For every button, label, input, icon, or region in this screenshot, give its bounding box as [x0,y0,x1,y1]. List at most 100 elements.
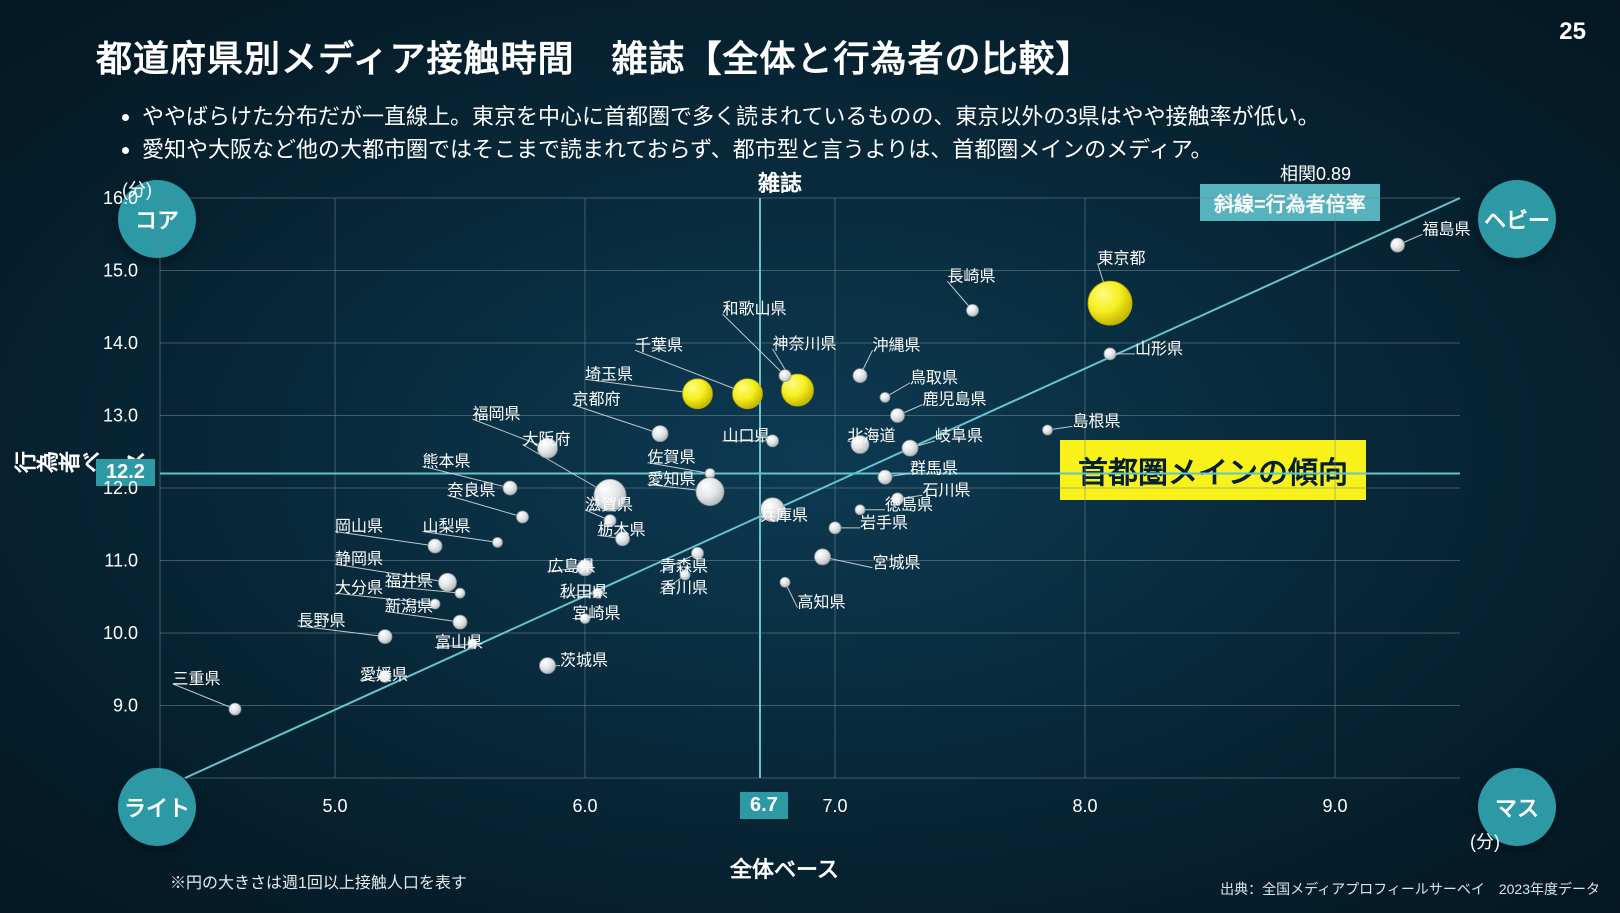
data-point [652,426,668,442]
svg-text:14.0: 14.0 [103,333,138,353]
data-label: 富山県 [435,634,483,652]
data-label: 兵庫県 [760,507,808,525]
data-label: 福岡県 [473,405,521,423]
data-label: 大阪府 [523,431,571,449]
svg-text:6.0: 6.0 [572,796,597,816]
correlation-label: 相関0.89 [1280,160,1351,186]
data-label: 長野県 [298,612,346,630]
data-point [733,379,763,409]
data-point [696,478,724,506]
x-axis-unit: (分) [1470,828,1500,854]
data-point [453,615,467,629]
data-label: 滋賀県 [585,496,633,514]
data-point [853,369,867,383]
data-point [540,658,556,674]
data-point [779,370,791,382]
data-label: 徳島県 [885,496,933,514]
data-label: 埼玉県 [585,365,633,383]
data-label: 奈良県 [448,481,496,499]
data-label: 和歌山県 [723,300,787,318]
data-point [683,379,713,409]
data-label: 茨城県 [560,652,608,670]
data-label: 山梨県 [423,518,471,536]
data-point [493,537,503,547]
data-label: 佐賀県 [648,449,696,467]
scatter-chart: 東京都福島県長崎県山形県島根県沖縄県鳥取県鹿児島県岐阜県北海道群馬県石川県徳島県… [140,188,1460,808]
data-label: 宮崎県 [573,605,621,623]
svg-text:8.0: 8.0 [1072,796,1097,816]
data-label: 鹿児島県 [923,391,987,409]
svg-text:12.0: 12.0 [103,478,138,498]
data-label: 岡山県 [335,518,383,536]
data-label: 青森県 [660,557,708,575]
data-label: 千葉県 [635,336,683,354]
data-label: 宮城県 [873,554,921,572]
data-label: 香川県 [660,579,708,597]
data-label: 山形県 [1135,340,1183,358]
data-label: 広島県 [548,557,596,575]
bullet-item: ややばらけた分布だが一直線上。東京を中心に首都圏で多く読まれているものの、東京以… [142,100,1320,133]
data-label: 秋田県 [560,583,608,601]
data-label: 福島県 [1423,220,1471,238]
data-point [705,469,715,479]
data-label: 愛媛県 [360,666,408,684]
data-point [1088,281,1132,325]
bullet-list: ややばらけた分布だが一直線上。東京を中心に首都圏で多く読まれているものの、東京以… [118,100,1320,166]
data-label: 熊本県 [423,452,471,470]
x-axis-label: 全体ベース [730,852,839,884]
data-label: 東京都 [1098,249,1146,267]
svg-text:13.0: 13.0 [103,406,138,426]
data-point [1391,238,1405,252]
svg-text:9.0: 9.0 [113,696,138,716]
data-point [428,539,442,553]
data-label: 静岡県 [335,550,383,568]
data-label: 福井県 [385,572,433,590]
data-point [439,573,457,591]
data-label: 高知県 [798,594,846,612]
data-point [517,511,529,523]
data-point [780,577,790,587]
data-point [1104,348,1116,360]
data-label: 岩手県 [860,514,908,532]
data-label: 長崎県 [948,267,996,285]
data-point [503,481,517,495]
source-label: 出典：全国メディアプロフィールサーベイ 2023年度データ [1220,879,1600,899]
data-point [902,440,918,456]
data-point [880,392,890,402]
data-point [829,522,841,534]
bullet-item: 愛知や大阪など他の大都市圏ではそこまで読まれておらず、都市型と言うよりは、首都圏… [142,133,1320,166]
data-point [891,409,905,423]
data-label: 島根県 [1073,412,1121,430]
data-label: 愛知県 [648,470,696,488]
page-title: 都道府県別メディア接触時間 雑誌【全体と行為者の比較】 [96,30,1092,82]
data-point [455,588,465,598]
svg-text:10.0: 10.0 [103,623,138,643]
data-label: 山口県 [723,427,771,445]
data-point [1043,425,1053,435]
svg-text:15.0: 15.0 [103,261,138,281]
data-label: 京都府 [573,391,621,409]
data-point [878,470,892,484]
data-label: 新潟県 [385,597,433,615]
data-label: 神奈川県 [773,335,837,353]
data-label: 栃木県 [598,521,646,539]
data-label: 群馬県 [910,460,958,478]
data-point [229,703,241,715]
data-label: 三重県 [173,670,221,688]
data-point [967,304,979,316]
page-number: 25 [1559,18,1586,46]
svg-text:11.0: 11.0 [104,551,138,571]
data-label: 北海道 [848,427,896,445]
chart-svg: 東京都福島県長崎県山形県島根県沖縄県鳥取県鹿児島県岐阜県北海道群馬県石川県徳島県… [140,188,1460,808]
data-label: 岐阜県 [935,427,983,445]
svg-text:5.0: 5.0 [322,796,347,816]
data-point [378,630,392,644]
data-label: 鳥取県 [910,369,958,387]
svg-text:7.0: 7.0 [822,796,847,816]
y-axis-unit: (分) [122,176,152,202]
data-label: 沖縄県 [873,336,921,354]
corner-heavy: ヘビー [1478,180,1556,258]
data-point [855,505,865,515]
svg-text:9.0: 9.0 [1322,796,1347,816]
data-point [815,549,831,565]
